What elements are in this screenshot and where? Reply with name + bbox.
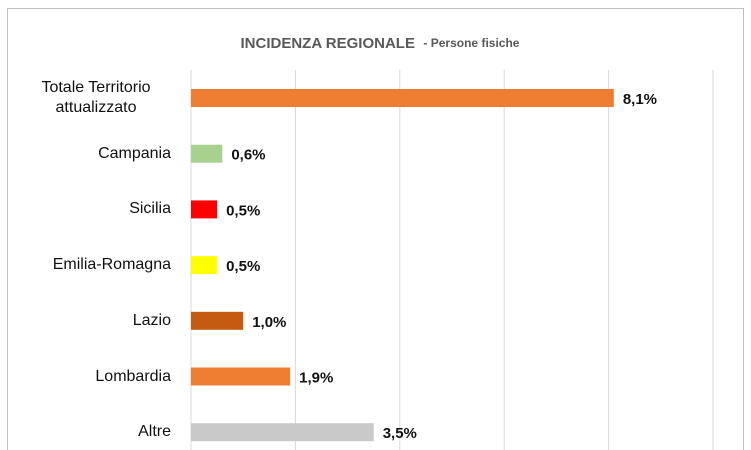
chart-title-group: INCIDENZA REGIONALE - Persone fisiche [241, 35, 520, 52]
value-label: 0,6% [231, 147, 265, 164]
y-tick-label: Lazio [132, 311, 171, 329]
value-label: 1,9% [299, 369, 333, 386]
y-tick-label: Campania [98, 144, 171, 162]
value-label: 8,1% [623, 91, 657, 108]
bar [191, 144, 223, 163]
bar [191, 311, 244, 330]
y-tick-label: Sicilia [129, 200, 171, 218]
y-tick-label: Emilia-Romagna [52, 256, 171, 274]
value-label: 3,5% [383, 425, 417, 442]
bar [191, 423, 374, 442]
y-tick-label: Totale Territorio attualizzato [41, 79, 151, 116]
bar [191, 89, 614, 107]
value-label: 0,5% [226, 202, 260, 219]
chart-subtitle: - Persone fisiche [423, 36, 519, 50]
value-label: 0,5% [226, 258, 260, 275]
chart-frame [7, 8, 744, 450]
y-tick-label: Lombardia [95, 367, 171, 385]
bar [191, 256, 218, 275]
y-tick-label: Altre [138, 423, 171, 441]
chart-title: INCIDENZA REGIONALE [241, 35, 415, 52]
bar [191, 367, 291, 386]
bar [191, 200, 218, 219]
value-label: 1,0% [252, 314, 286, 331]
